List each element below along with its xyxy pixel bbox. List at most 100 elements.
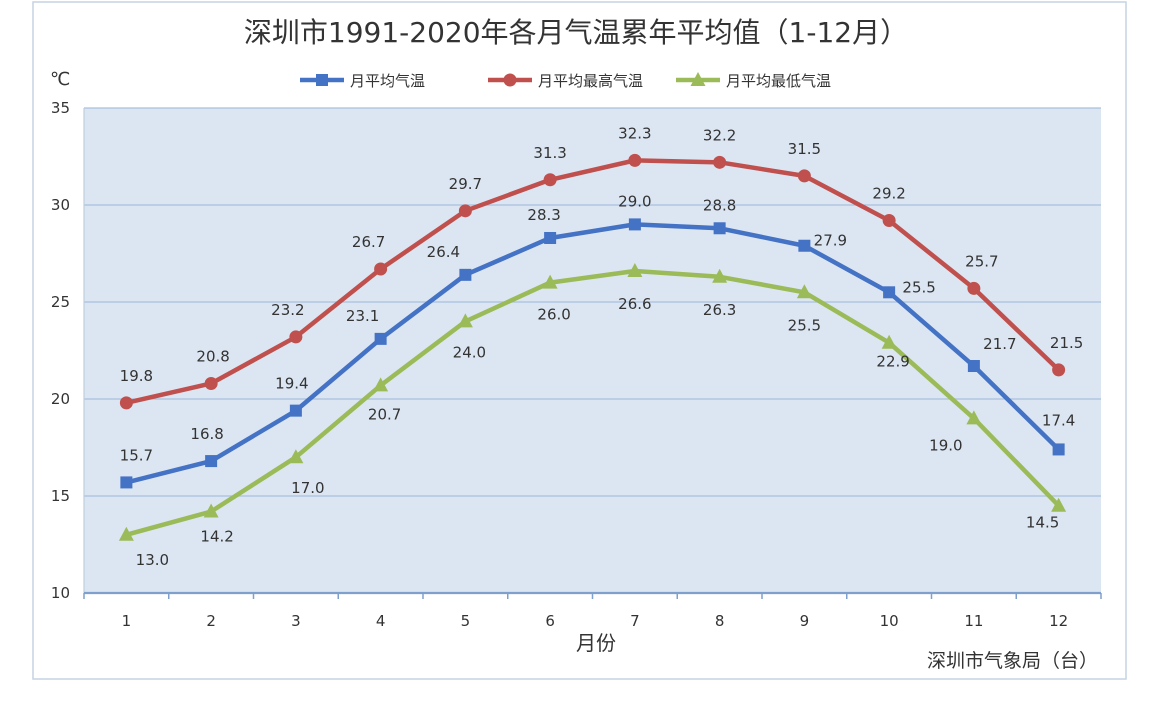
y-unit-label: ℃ bbox=[50, 69, 70, 90]
data-point bbox=[374, 332, 387, 345]
data-label: 25.7 bbox=[965, 252, 998, 270]
data-point bbox=[1052, 363, 1066, 377]
series-lines bbox=[125, 158, 1061, 537]
data-label: 26.0 bbox=[537, 306, 570, 324]
data-point bbox=[712, 268, 728, 283]
data-point bbox=[289, 330, 303, 344]
data-point bbox=[120, 476, 133, 489]
x-tick-label: 10 bbox=[880, 612, 899, 630]
data-point bbox=[966, 410, 982, 425]
data-label: 26.6 bbox=[618, 295, 651, 313]
x-tick-label: 1 bbox=[122, 612, 132, 630]
data-point bbox=[543, 173, 557, 187]
axes bbox=[83, 108, 1102, 599]
data-label: 14.2 bbox=[200, 528, 233, 546]
data-point bbox=[288, 449, 304, 464]
series-markers bbox=[118, 153, 1067, 541]
data-label: 29.7 bbox=[449, 175, 482, 193]
data-labels: 15.7 16.8 19.4 23.1 26.4 28.3 29.0 28.8 27.9 25.5… bbox=[120, 124, 1084, 568]
x-tick-label: 4 bbox=[376, 612, 386, 630]
data-label: 29.2 bbox=[872, 185, 905, 203]
data-label: 19.8 bbox=[120, 367, 153, 385]
data-point bbox=[457, 313, 473, 328]
data-label: 15.7 bbox=[120, 446, 153, 464]
y-tick-label: 20 bbox=[51, 390, 70, 408]
data-point bbox=[459, 268, 472, 281]
data-point bbox=[883, 286, 896, 299]
data-label: 21.5 bbox=[1050, 334, 1083, 352]
data-label: 27.9 bbox=[814, 232, 847, 250]
chart-title: 深圳市1991-2020年各月气温累年平均值（1-12月） bbox=[244, 16, 908, 49]
x-tick-label: 2 bbox=[206, 612, 216, 630]
legend-label: 月平均最低气温 bbox=[726, 72, 831, 90]
data-label: 31.3 bbox=[533, 144, 566, 162]
data-point bbox=[374, 262, 388, 276]
data-label: 26.7 bbox=[352, 233, 385, 251]
y-tick-labels: 10 15 20 25 30 35 bbox=[51, 99, 70, 602]
data-label: 25.5 bbox=[902, 278, 935, 296]
data-point bbox=[796, 284, 812, 299]
data-point bbox=[881, 334, 897, 349]
data-point bbox=[628, 218, 641, 231]
data-point bbox=[544, 231, 557, 244]
data-label: 25.5 bbox=[788, 316, 821, 334]
series-line-0 bbox=[125, 222, 1061, 485]
data-label: 32.3 bbox=[618, 124, 651, 142]
legend-label: 月平均气温 bbox=[350, 72, 425, 90]
data-label: 28.3 bbox=[527, 206, 560, 224]
data-label: 19.4 bbox=[275, 375, 308, 393]
x-tick-labels: 1 2 3 4 5 6 7 8 9 10 11 12 bbox=[122, 612, 1069, 630]
data-point bbox=[204, 376, 218, 390]
data-point bbox=[967, 281, 981, 295]
x-tick-label: 3 bbox=[291, 612, 301, 630]
x-tick-label: 11 bbox=[964, 612, 983, 630]
series-line-1 bbox=[125, 158, 1061, 406]
x-tick-label: 9 bbox=[800, 612, 810, 630]
data-point bbox=[713, 155, 727, 169]
data-label: 16.8 bbox=[190, 425, 223, 443]
data-point bbox=[713, 222, 726, 235]
source-label: 深圳市气象局（台） bbox=[927, 650, 1098, 672]
series-line-2 bbox=[125, 268, 1061, 537]
y-tick-label: 10 bbox=[51, 584, 70, 602]
data-point bbox=[205, 455, 218, 468]
data-label: 14.5 bbox=[1026, 514, 1059, 532]
data-label: 22.9 bbox=[876, 353, 909, 371]
data-point bbox=[118, 526, 134, 541]
data-point bbox=[1051, 497, 1067, 512]
data-label: 17.4 bbox=[1042, 411, 1075, 429]
data-label: 28.8 bbox=[703, 196, 736, 214]
legend-marker bbox=[316, 74, 328, 86]
data-point bbox=[203, 503, 219, 518]
data-label: 26.4 bbox=[427, 243, 460, 261]
x-tick-label: 8 bbox=[715, 612, 725, 630]
data-point bbox=[628, 153, 642, 167]
x-tick-label: 7 bbox=[630, 612, 640, 630]
x-tick-label: 6 bbox=[545, 612, 555, 630]
data-point bbox=[882, 214, 896, 228]
data-label: 29.0 bbox=[618, 192, 651, 210]
plot-area bbox=[84, 108, 1101, 593]
data-point bbox=[458, 204, 472, 218]
data-point bbox=[798, 239, 811, 252]
data-label: 19.0 bbox=[929, 436, 962, 454]
data-label: 20.7 bbox=[368, 405, 401, 423]
data-point bbox=[627, 262, 643, 277]
legend-label: 月平均最高气温 bbox=[538, 72, 643, 90]
x-axis-title: 月份 bbox=[576, 631, 616, 655]
gridlines bbox=[84, 107, 1101, 497]
y-tick-label: 15 bbox=[51, 487, 70, 505]
data-label: 17.0 bbox=[291, 479, 324, 497]
data-label: 26.3 bbox=[703, 301, 736, 319]
data-label: 31.5 bbox=[788, 140, 821, 158]
data-point bbox=[797, 169, 811, 183]
data-point bbox=[542, 274, 558, 289]
legend: 月平均气温 月平均最高气温 月平均最低气温 bbox=[300, 72, 831, 90]
y-tick-label: 25 bbox=[51, 293, 70, 311]
data-label: 23.2 bbox=[271, 301, 304, 319]
x-tick-label: 5 bbox=[461, 612, 471, 630]
y-tick-label: 30 bbox=[51, 196, 70, 214]
data-point bbox=[289, 404, 302, 417]
